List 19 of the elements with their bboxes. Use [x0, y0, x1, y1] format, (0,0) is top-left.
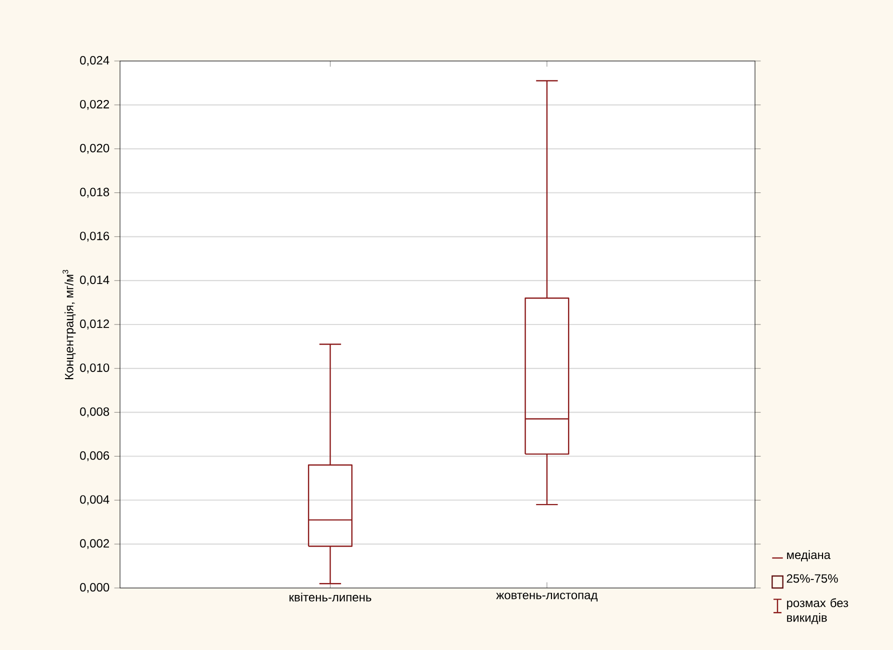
y-tick-label: 0,004 [80, 495, 110, 506]
y-tick-label: 0,008 [80, 407, 110, 418]
x-tick-label: жовтень-листопад [496, 592, 598, 602]
y-tick-label: 0,002 [80, 539, 109, 550]
y-tick-label: 0,006 [80, 451, 110, 462]
text: розмах без викидів [787, 598, 848, 624]
y-tick-label: 0,010 [80, 363, 110, 374]
text: 25%-75% [786, 574, 838, 583]
y-tick-label: 0,022 [80, 100, 109, 110]
y-tick-label: 0,020 [80, 144, 110, 154]
y-tick-label: 0,014 [80, 276, 110, 286]
y-tick-label: 0,024 [80, 56, 110, 66]
y-tick-label: 0,000 [80, 583, 110, 593]
text: медіана [787, 550, 831, 562]
y-axis-title: Концентрація, мг/м$^{3}$ [62, 270, 76, 380]
y-tick-label: 0,012 [80, 320, 109, 330]
x-tick-label: квітень-липень [290, 592, 372, 602]
y-tick-label: 0,018 [80, 188, 110, 198]
y-tick-label: 0,016 [80, 232, 110, 242]
